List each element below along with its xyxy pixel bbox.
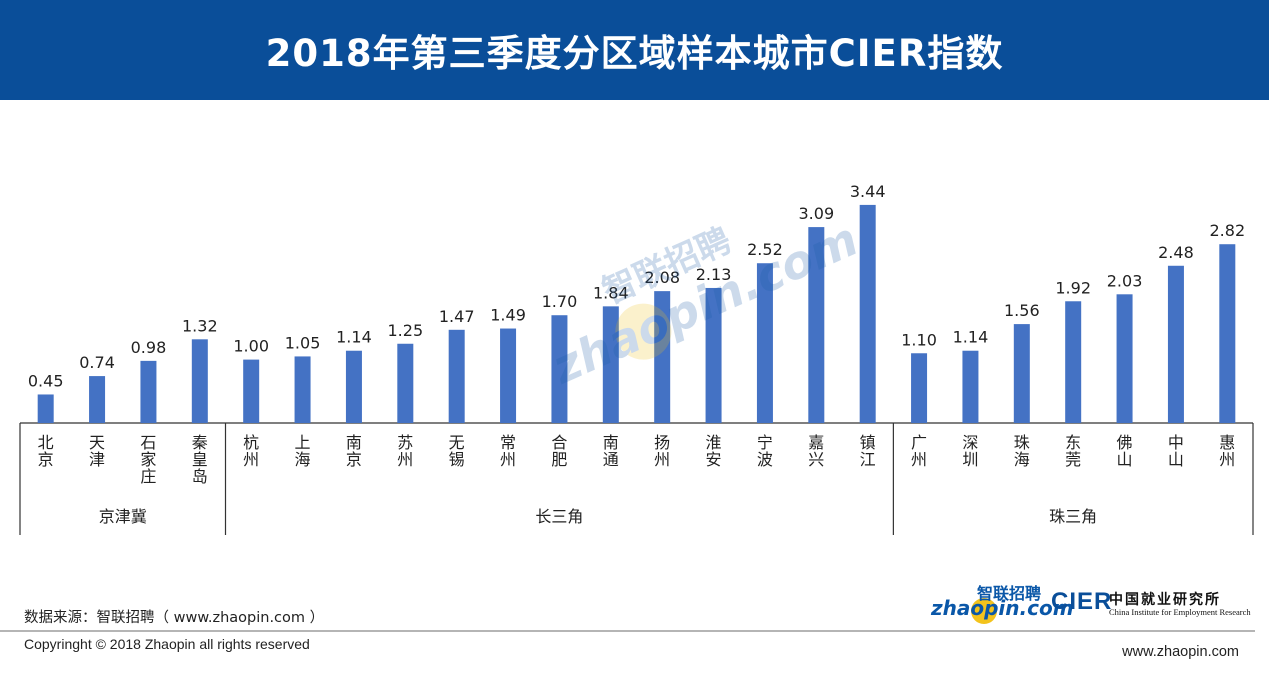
value-label-4: 1.00 — [233, 337, 269, 356]
cier-logo-cn: 中国就业研究所 — [1109, 592, 1221, 608]
value-label-18: 1.14 — [953, 328, 989, 347]
group-label-1: 长三角 — [535, 507, 583, 526]
bar-15 — [808, 227, 825, 423]
value-label-5: 1.05 — [285, 333, 321, 352]
bar-14 — [756, 263, 773, 423]
bar-10 — [551, 315, 568, 423]
value-label-23: 2.82 — [1210, 221, 1246, 240]
bar-13 — [705, 287, 722, 423]
category-label-4: 杭州 — [243, 433, 259, 469]
bar-0 — [37, 394, 54, 423]
title-banner: 2018年第三季度分区域样本城市CIER指数 — [0, 0, 1269, 100]
value-label-14: 2.52 — [747, 240, 783, 259]
bar-20 — [1065, 301, 1082, 423]
page-title: 2018年第三季度分区域样本城市CIER指数 — [265, 32, 1004, 75]
bar-6 — [345, 350, 362, 423]
footer-divider — [0, 630, 1255, 632]
category-label-12: 扬州 — [654, 433, 670, 469]
cier-logo-mark: CIER — [1051, 588, 1113, 615]
value-label-0: 0.45 — [28, 371, 64, 390]
category-label-9: 常州 — [500, 433, 516, 469]
category-label-13: 淮安 — [706, 433, 722, 469]
bar-3 — [191, 339, 208, 423]
value-label-1: 0.74 — [79, 353, 115, 372]
category-label-15: 嘉兴 — [808, 433, 824, 469]
value-label-12: 2.08 — [644, 268, 680, 287]
category-label-17: 广州 — [911, 433, 927, 469]
category-label-0: 北京 — [38, 433, 54, 469]
copyright-text: Copyringht © 2018 Zhaopin all rights res… — [24, 636, 310, 652]
category-label-8: 无锡 — [449, 433, 465, 469]
bar-chart: 0.45 北京 0.74 天津 0.98 石家庄 1.32 秦皇岛 1.00 杭州 1.05 上海 1.… — [19, 182, 1254, 535]
value-label-20: 1.92 — [1055, 278, 1091, 297]
category-label-20: 东莞 — [1065, 433, 1081, 469]
value-label-17: 1.10 — [901, 330, 937, 349]
value-label-19: 1.56 — [1004, 301, 1040, 320]
value-label-22: 2.48 — [1158, 243, 1194, 262]
value-label-6: 1.14 — [336, 328, 372, 347]
bar-5 — [294, 356, 311, 423]
value-label-3: 1.32 — [182, 316, 218, 335]
category-label-19: 珠海 — [1014, 433, 1030, 469]
category-label-16: 镇江 — [860, 433, 876, 469]
zhaopin-logo-en: zhaopin.com — [931, 596, 1074, 620]
value-label-2: 0.98 — [131, 338, 167, 357]
bar-17 — [911, 353, 928, 423]
category-label-1: 天津 — [89, 433, 105, 469]
bar-4 — [243, 359, 260, 423]
bar-8 — [448, 329, 465, 423]
cier-logo-en: China Institute for Employment Research — [1109, 607, 1251, 617]
bar-23 — [1219, 244, 1236, 423]
bar-22 — [1167, 265, 1184, 423]
category-label-3: 秦皇岛 — [192, 433, 208, 486]
bar-9 — [500, 328, 517, 423]
website-url: www.zhaopin.com — [1122, 644, 1239, 660]
category-label-2: 石家庄 — [140, 433, 156, 486]
category-label-7: 苏州 — [397, 433, 413, 469]
category-label-14: 宁波 — [757, 433, 773, 469]
bar-2 — [140, 360, 157, 423]
category-label-23: 惠州 — [1219, 433, 1235, 469]
value-label-21: 2.03 — [1107, 271, 1143, 290]
value-label-10: 1.70 — [542, 292, 578, 311]
category-label-6: 南京 — [346, 433, 362, 469]
group-label-2: 珠三角 — [1049, 507, 1097, 526]
value-label-8: 1.47 — [439, 307, 475, 326]
bar-11 — [602, 306, 619, 423]
bar-7 — [397, 343, 414, 423]
value-label-9: 1.49 — [490, 306, 526, 325]
category-label-5: 上海 — [295, 433, 311, 469]
bar-19 — [1013, 324, 1030, 423]
cier-logo: CIER 中国就业研究所 China Institute for Employm… — [1051, 588, 1251, 622]
value-label-13: 2.13 — [696, 265, 732, 284]
bar-16 — [859, 204, 876, 423]
value-label-11: 1.84 — [593, 283, 629, 302]
bar-12 — [654, 291, 671, 423]
value-label-15: 3.09 — [799, 204, 835, 223]
zhaopin-logo-cn: 智联招聘 — [977, 584, 1042, 603]
category-label-22: 中山 — [1168, 433, 1184, 469]
category-label-11: 南通 — [603, 433, 619, 469]
value-label-7: 1.25 — [388, 321, 424, 340]
bar-21 — [1116, 294, 1133, 423]
data-source-note: 数据来源：智联招聘（ www.zhaopin.com ） — [24, 610, 325, 626]
bar-1 — [89, 376, 106, 423]
value-label-16: 3.44 — [850, 182, 886, 201]
category-label-18: 深圳 — [962, 433, 978, 469]
group-label-0: 京津冀 — [99, 507, 147, 526]
bar-18 — [962, 350, 979, 423]
zhaopin-logo: 智联招聘 zhaopin.com — [931, 580, 1074, 624]
category-label-21: 佛山 — [1117, 433, 1133, 469]
category-label-10: 合肥 — [551, 433, 567, 469]
